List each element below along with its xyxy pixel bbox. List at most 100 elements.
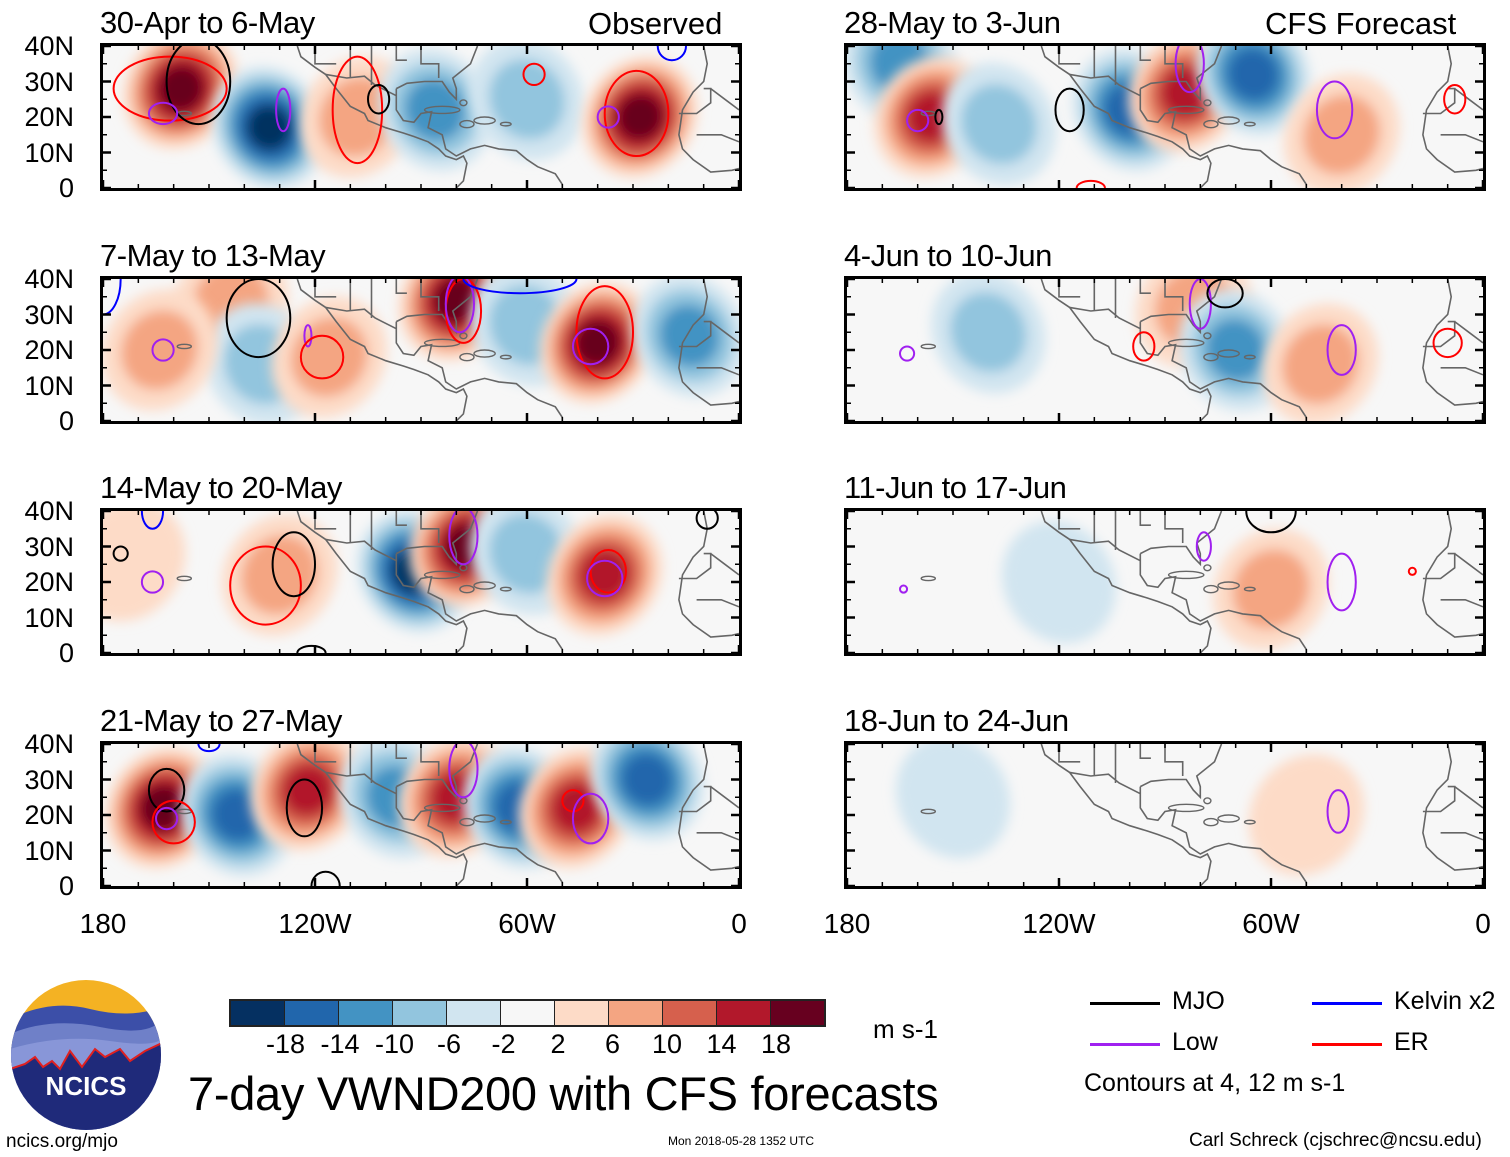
footer-timestamp: Mon 2018-05-28 1352 UTC bbox=[668, 1134, 815, 1148]
colorbar-swatch bbox=[555, 1001, 609, 1025]
contour-er bbox=[1407, 566, 1417, 576]
coastline bbox=[1139, 744, 1151, 759]
island bbox=[920, 808, 937, 815]
shade-level bbox=[1303, 95, 1381, 175]
coastline bbox=[325, 306, 397, 330]
shade-level bbox=[895, 744, 1011, 859]
x-tick-label: 120W bbox=[278, 908, 352, 939]
island bbox=[499, 819, 512, 825]
contour-kelvin-x2 bbox=[140, 511, 165, 530]
contour-low bbox=[140, 570, 165, 594]
island bbox=[423, 803, 461, 813]
map-panel bbox=[844, 508, 1486, 656]
shade-anomaly bbox=[378, 48, 493, 171]
contour-mjo bbox=[367, 84, 391, 115]
x-tick-label: 180 bbox=[79, 908, 127, 939]
y-tick-label: 20N bbox=[24, 335, 74, 365]
contour-mjo bbox=[165, 46, 232, 126]
contour-er bbox=[299, 334, 345, 380]
coastline bbox=[696, 599, 739, 608]
y-tick-label: 30N bbox=[24, 66, 74, 97]
shade-anomaly bbox=[590, 744, 705, 841]
footer-url[interactable]: ncics.org/mjo bbox=[6, 1131, 118, 1152]
axis-ticks bbox=[103, 46, 739, 188]
map-panel bbox=[100, 276, 742, 424]
coastline bbox=[1422, 87, 1456, 115]
shade-anomaly bbox=[1196, 46, 1311, 136]
contour-low bbox=[147, 101, 179, 126]
island bbox=[1167, 570, 1205, 580]
contour-er bbox=[522, 62, 546, 87]
coastline bbox=[1069, 306, 1141, 330]
map-plot bbox=[103, 744, 739, 886]
coastline bbox=[1440, 599, 1483, 608]
contour-low bbox=[275, 87, 292, 133]
panel-title: 4-Jun to 10-Jun bbox=[844, 238, 1052, 273]
island bbox=[1203, 817, 1219, 827]
island bbox=[473, 814, 496, 823]
island bbox=[920, 575, 937, 582]
island bbox=[499, 121, 512, 127]
coastline bbox=[678, 279, 739, 406]
map-plot bbox=[103, 511, 739, 653]
shade-anomaly bbox=[1283, 74, 1400, 188]
coastline bbox=[1454, 552, 1483, 576]
contour-low bbox=[1315, 80, 1354, 140]
coastline bbox=[1422, 46, 1483, 173]
logo-text: NCICS bbox=[46, 1071, 127, 1101]
shade-level bbox=[246, 104, 292, 151]
legend-swatch-low bbox=[1090, 1043, 1160, 1046]
coastlines bbox=[920, 511, 1483, 653]
shade-level bbox=[488, 513, 566, 594]
shade-level bbox=[211, 788, 263, 842]
coastline bbox=[1422, 320, 1456, 348]
colorbar-tick-label: -18 bbox=[265, 1029, 306, 1059]
coastline bbox=[1139, 279, 1151, 294]
contour-kelvin-x2 bbox=[197, 744, 221, 753]
coastline bbox=[395, 744, 479, 800]
shade-anomaly bbox=[931, 279, 1046, 394]
coastline bbox=[1440, 367, 1483, 376]
axis-ticks bbox=[847, 46, 1483, 188]
coastline bbox=[678, 552, 712, 580]
shade-anomaly bbox=[895, 744, 1011, 859]
colorbar bbox=[229, 999, 826, 1027]
coastlines bbox=[176, 744, 739, 886]
main-title: 7-day VWND200 with CFS forecasts bbox=[188, 1067, 939, 1120]
coastlines bbox=[176, 279, 739, 421]
x-tick-label: 60W bbox=[1242, 908, 1300, 939]
island bbox=[1203, 797, 1212, 805]
coastline bbox=[1040, 46, 1212, 188]
contour-mjo bbox=[112, 545, 129, 562]
axis-ticks bbox=[847, 511, 1483, 653]
island bbox=[1243, 586, 1256, 592]
coastline bbox=[678, 320, 712, 348]
y-tick-label: 0 bbox=[58, 638, 74, 668]
coastline bbox=[678, 744, 739, 871]
contour-er bbox=[603, 69, 670, 158]
coastlines bbox=[176, 46, 739, 188]
island bbox=[473, 349, 496, 358]
axis-ticks bbox=[847, 279, 1483, 421]
coastline bbox=[395, 511, 479, 567]
contour-er bbox=[151, 799, 196, 845]
coastline bbox=[420, 511, 440, 543]
coastline bbox=[1069, 771, 1141, 795]
units-label: m s-1 bbox=[873, 1014, 938, 1044]
contour-mjo bbox=[271, 531, 317, 598]
contour-er bbox=[112, 55, 228, 122]
shade-level bbox=[960, 84, 1037, 165]
map-panel bbox=[100, 43, 742, 191]
coastline bbox=[1440, 134, 1483, 143]
island bbox=[1203, 584, 1219, 594]
coastline bbox=[395, 786, 564, 886]
island bbox=[1243, 819, 1256, 825]
coastline bbox=[420, 744, 440, 776]
shade-anomaly bbox=[1248, 754, 1365, 876]
x-tick-label: 120W bbox=[1022, 908, 1096, 939]
contour-er bbox=[589, 549, 627, 594]
contour-er bbox=[1432, 327, 1463, 359]
colorbar-tick-label: 18 bbox=[760, 1029, 792, 1059]
coastline bbox=[1139, 786, 1308, 886]
coastline bbox=[395, 46, 479, 102]
